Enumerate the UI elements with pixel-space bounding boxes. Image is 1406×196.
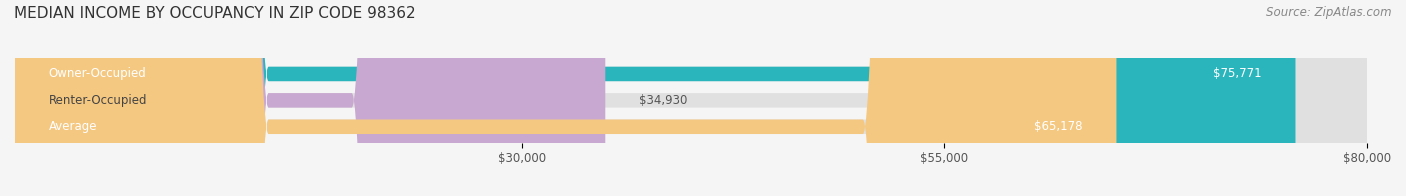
FancyBboxPatch shape [15, 0, 1295, 196]
Text: Source: ZipAtlas.com: Source: ZipAtlas.com [1267, 6, 1392, 19]
Text: $65,178: $65,178 [1035, 120, 1083, 133]
FancyBboxPatch shape [15, 0, 1367, 196]
FancyBboxPatch shape [15, 0, 1116, 196]
FancyBboxPatch shape [15, 0, 1367, 196]
Text: Owner-Occupied: Owner-Occupied [49, 67, 146, 81]
Text: $75,771: $75,771 [1213, 67, 1261, 81]
Text: $34,930: $34,930 [640, 94, 688, 107]
Text: Average: Average [49, 120, 97, 133]
Text: MEDIAN INCOME BY OCCUPANCY IN ZIP CODE 98362: MEDIAN INCOME BY OCCUPANCY IN ZIP CODE 9… [14, 6, 416, 21]
Text: Renter-Occupied: Renter-Occupied [49, 94, 148, 107]
FancyBboxPatch shape [15, 0, 1367, 196]
FancyBboxPatch shape [15, 0, 606, 196]
